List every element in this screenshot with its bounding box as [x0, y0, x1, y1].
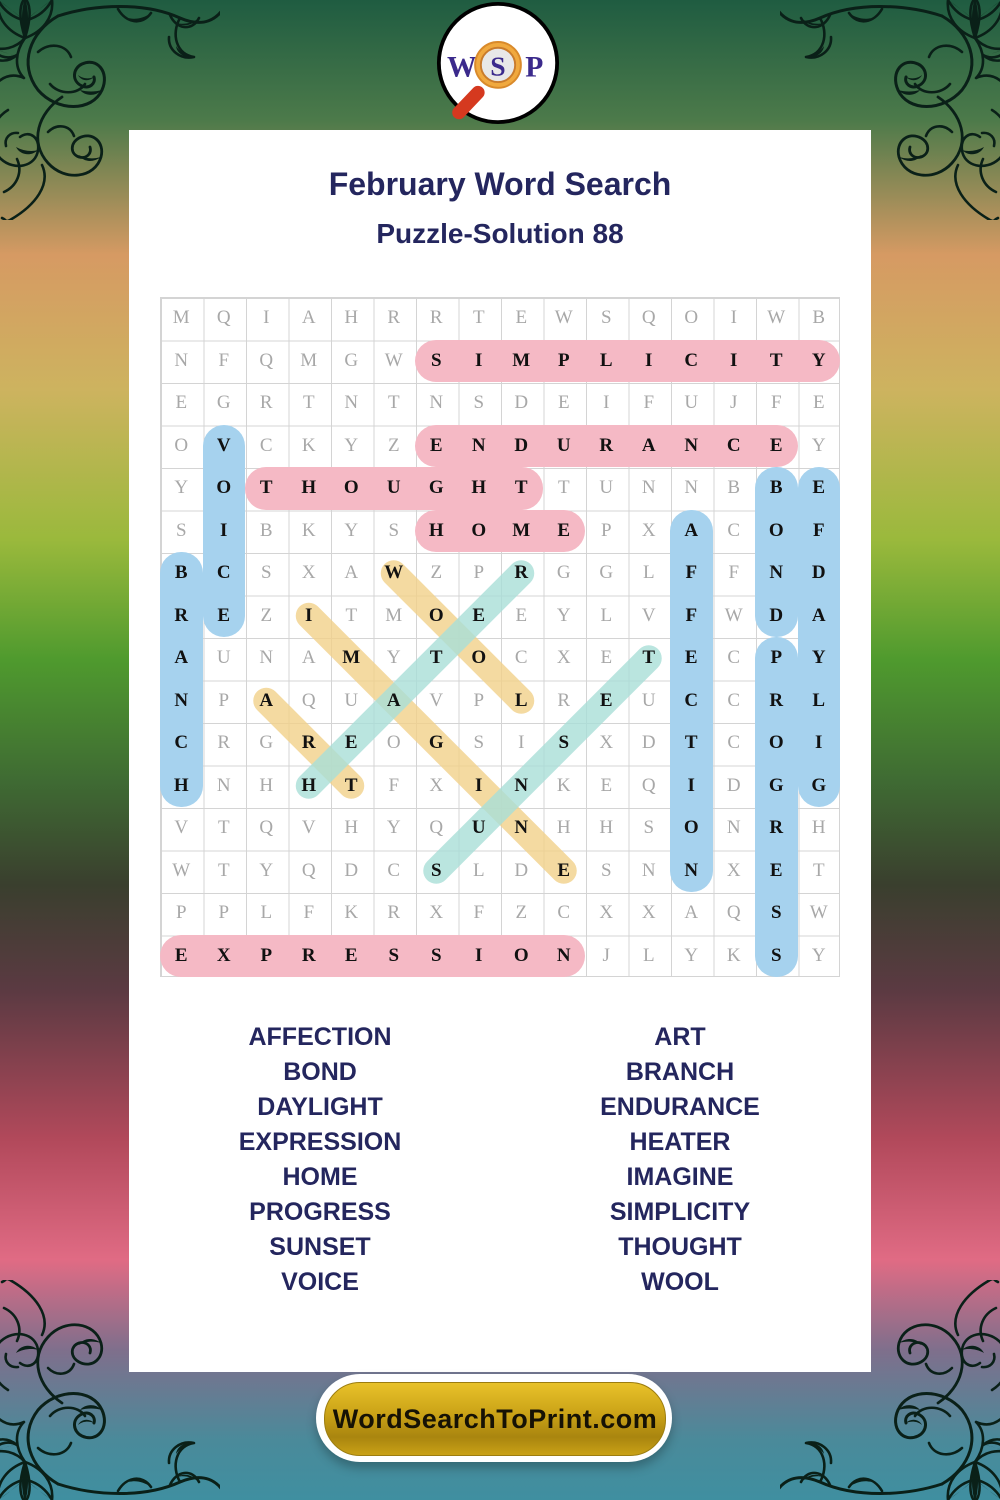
svg-text:S: S [490, 50, 505, 81]
svg-text:P: P [525, 51, 543, 83]
svg-text:W: W [447, 51, 477, 83]
